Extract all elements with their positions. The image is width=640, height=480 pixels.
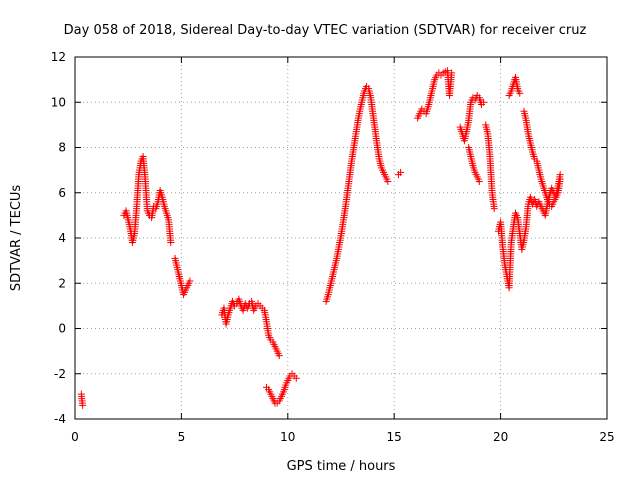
data-point bbox=[556, 175, 564, 183]
data-point bbox=[480, 98, 488, 106]
data-point bbox=[186, 277, 194, 285]
x-tick-label: 10 bbox=[280, 430, 295, 444]
data-point bbox=[292, 374, 300, 382]
data-point bbox=[167, 239, 175, 247]
y-tick-label: 8 bbox=[58, 141, 66, 155]
chart-title: Day 058 of 2018, Sidereal Day-to-day VTE… bbox=[64, 23, 587, 38]
axis-ticks: 0 5 10 15 20 25 -4 -2 0 2 4 6 8 10 12 bbox=[51, 50, 615, 444]
y-axis-label: SDTVAR / TECUs bbox=[9, 185, 24, 292]
x-tick-label: 5 bbox=[178, 430, 186, 444]
data-point bbox=[490, 205, 498, 213]
y-tick-label: 10 bbox=[51, 95, 66, 109]
x-tick-label: 20 bbox=[493, 430, 508, 444]
y-tick-label: -2 bbox=[54, 367, 66, 381]
y-tick-label: 4 bbox=[58, 231, 66, 245]
x-tick-label: 15 bbox=[387, 430, 402, 444]
data-point bbox=[448, 69, 456, 77]
y-tick-label: 0 bbox=[58, 322, 66, 336]
x-tick-label: 0 bbox=[71, 430, 79, 444]
plot-frame bbox=[74, 56, 608, 420]
data-point bbox=[475, 177, 483, 185]
y-tick-label: 6 bbox=[58, 186, 66, 200]
data-point bbox=[79, 401, 87, 409]
x-axis-label: GPS time / hours bbox=[287, 459, 396, 474]
y-tick-label: -4 bbox=[54, 412, 66, 426]
y-tick-label: 2 bbox=[58, 276, 66, 290]
data-series bbox=[77, 67, 564, 409]
data-point bbox=[275, 352, 283, 360]
x-tick-label: 25 bbox=[599, 430, 614, 444]
data-point bbox=[516, 89, 524, 97]
y-tick-label: 12 bbox=[51, 50, 66, 64]
data-point bbox=[397, 168, 405, 176]
data-point bbox=[384, 177, 392, 185]
